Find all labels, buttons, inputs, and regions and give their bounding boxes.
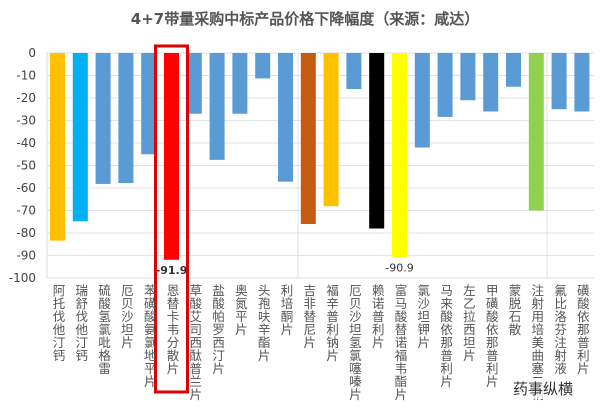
x-tick-label: 阿托伐他汀钙 (50, 284, 66, 362)
bar (392, 53, 407, 258)
y-tick-label: -10 (16, 69, 36, 83)
x-tick-label: 福辛普利钠片 (324, 284, 340, 362)
bar (72, 53, 88, 222)
y-tick-label: -100 (9, 271, 36, 285)
x-tick-label: 赖诺普利片 (369, 284, 385, 349)
y-tick-label: -50 (16, 159, 36, 173)
y-tick-label: -80 (16, 226, 36, 240)
y-tick-label: 0 (28, 46, 36, 60)
bar (346, 53, 362, 89)
highlight-box (154, 44, 189, 394)
y-tick-label: -60 (16, 181, 36, 195)
bar (574, 53, 590, 112)
bar (186, 53, 202, 114)
bar (323, 53, 339, 207)
x-tick-label: 头孢呋辛酯片 (255, 284, 271, 362)
y-tick-label: -90 (16, 249, 36, 263)
x-tick-label: 蒙脱石散 (506, 284, 522, 336)
bar (50, 53, 65, 241)
x-tick-label: 磺酸依那普利片 (574, 284, 590, 375)
data-label: -90.9 (385, 262, 413, 275)
x-tick-label: 厄贝沙坦氢氯噻嗪片 (346, 284, 362, 401)
bar (528, 53, 544, 211)
y-tick-label: -30 (16, 114, 36, 128)
bar (95, 53, 111, 184)
bar (460, 53, 476, 101)
x-tick-label: 富马酸替诺福韦酯片 (392, 284, 408, 401)
x-tick-label: 奥氮平片 (232, 284, 248, 336)
watermark: 药事纵横 (510, 378, 577, 399)
bar (255, 53, 271, 79)
y-tick-label: -40 (16, 136, 36, 150)
x-tick-label: 盐酸帕罗西汀片 (210, 284, 226, 375)
bar (141, 53, 157, 155)
bar (232, 53, 248, 114)
x-tick-label: 吉非替尼片 (301, 284, 317, 349)
x-tick-label: 利培酮片 (278, 284, 294, 336)
bar (118, 53, 134, 184)
y-tick-label: -70 (16, 204, 36, 218)
bar (414, 53, 430, 148)
x-tick-label: 厄贝沙坦片 (118, 284, 134, 349)
chart-title: 4+7带量采购中标产品价格下降幅度（来源：咸达） (130, 10, 480, 28)
x-tick-label: 恩替卡韦分散片 (164, 284, 180, 375)
x-tick-label: 左乙拉西坦片 (460, 284, 476, 362)
bar (209, 53, 225, 160)
data-label: -91.9 (156, 264, 188, 277)
bar (483, 53, 499, 112)
x-tick-label: 苯磺酸氨氯地平片 (141, 284, 157, 388)
x-tick-label: 草酸艾司西酞普兰片 (187, 284, 203, 401)
bar (506, 53, 521, 87)
bar (437, 53, 453, 117)
x-tick-label: 氯沙坦钾片 (415, 284, 431, 349)
x-tick-label: 瑞舒伐他汀钙 (73, 284, 89, 362)
bar (300, 53, 316, 224)
bar (164, 53, 179, 260)
bar (551, 53, 567, 110)
bar (369, 53, 385, 229)
y-tick-label: -20 (16, 91, 36, 105)
x-tick-label: 硫酸氢氯吡格雷 (96, 284, 112, 375)
x-tick-label: 马来酸依那普利片 (438, 284, 454, 388)
x-tick-label: 氟比洛芬注射液 (552, 284, 568, 375)
x-tick-label: 注射用培美曲塞二钠 (529, 284, 545, 401)
x-tick-label: 甲磺酸依那普利片 (483, 284, 499, 388)
bar (278, 53, 293, 182)
